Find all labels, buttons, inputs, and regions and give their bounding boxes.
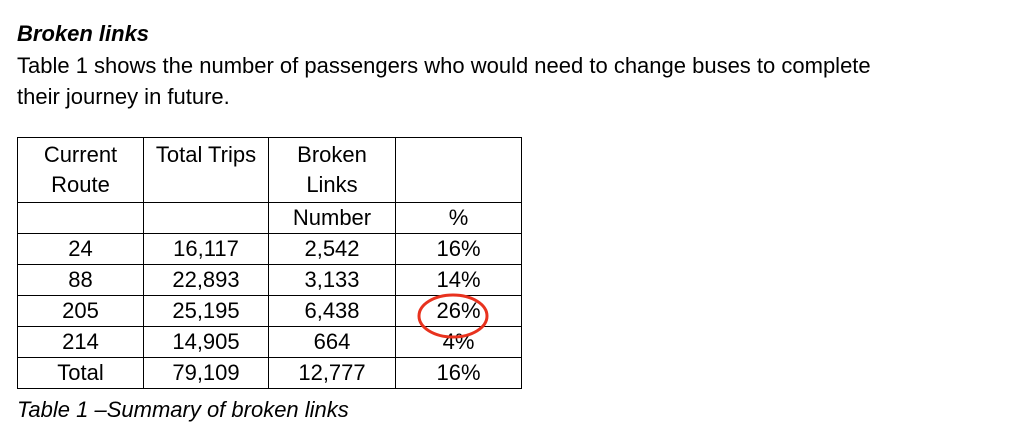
table-cell: 14,905	[143, 326, 269, 358]
subheader-row: Number%	[17, 202, 522, 234]
table-cell: 14%	[395, 264, 522, 296]
table-cell: 22,893	[143, 264, 269, 296]
empty-cell	[395, 137, 522, 203]
table-cell: 24	[17, 233, 144, 265]
table-row: 88 22,893 3,133 14%	[17, 264, 522, 296]
paragraph-line: their journey in future.	[17, 84, 230, 109]
table-cell: 12,777	[268, 357, 396, 389]
heading: Broken links	[17, 21, 150, 46]
table-cell: 88	[17, 264, 144, 296]
header-cell: Current Route	[17, 137, 144, 203]
table-cell: 214	[17, 326, 144, 358]
header-row: Current Route Total Trips Broken Links	[17, 137, 522, 203]
table-cell: 26%	[395, 295, 522, 327]
table-row: 214 14,905 664 4%	[17, 326, 522, 358]
table-cell: 25,195	[143, 295, 269, 327]
caption: Table 1 –Summary of broken links	[17, 397, 349, 422]
empty-cell	[17, 202, 144, 234]
header-cell: Total Trips	[143, 137, 269, 203]
table-cell: 205	[17, 295, 144, 327]
paragraph: Table 1 shows the number of passengers w…	[17, 50, 871, 112]
table-cell: 16%	[395, 233, 522, 265]
table-cell: Total	[17, 357, 144, 389]
empty-cell	[143, 202, 269, 234]
subheader-cell: %	[395, 202, 522, 234]
paragraph-line: Table 1 shows the number of passengers w…	[17, 53, 871, 78]
table-cell: 79,109	[143, 357, 269, 389]
table-cell: 4%	[395, 326, 522, 358]
table-row: 205 25,195 6,438 26%	[17, 295, 522, 327]
table-cell: 2,542	[268, 233, 396, 265]
table-cell: 664	[268, 326, 396, 358]
table-cell: 16%	[395, 357, 522, 389]
table: Current Route Total Trips Broken Links Numb…	[17, 137, 522, 389]
table-cell: 3,133	[268, 264, 396, 296]
table-row: Total 79,109 12,777 16%	[17, 357, 522, 389]
table-cell: 6,438	[268, 295, 396, 327]
table-cell: 16,117	[143, 233, 269, 265]
table-row: 24 16,117 2,542 16%	[17, 233, 522, 265]
header-cell: Broken Links	[268, 137, 396, 203]
subheader-cell: Number	[268, 202, 396, 234]
